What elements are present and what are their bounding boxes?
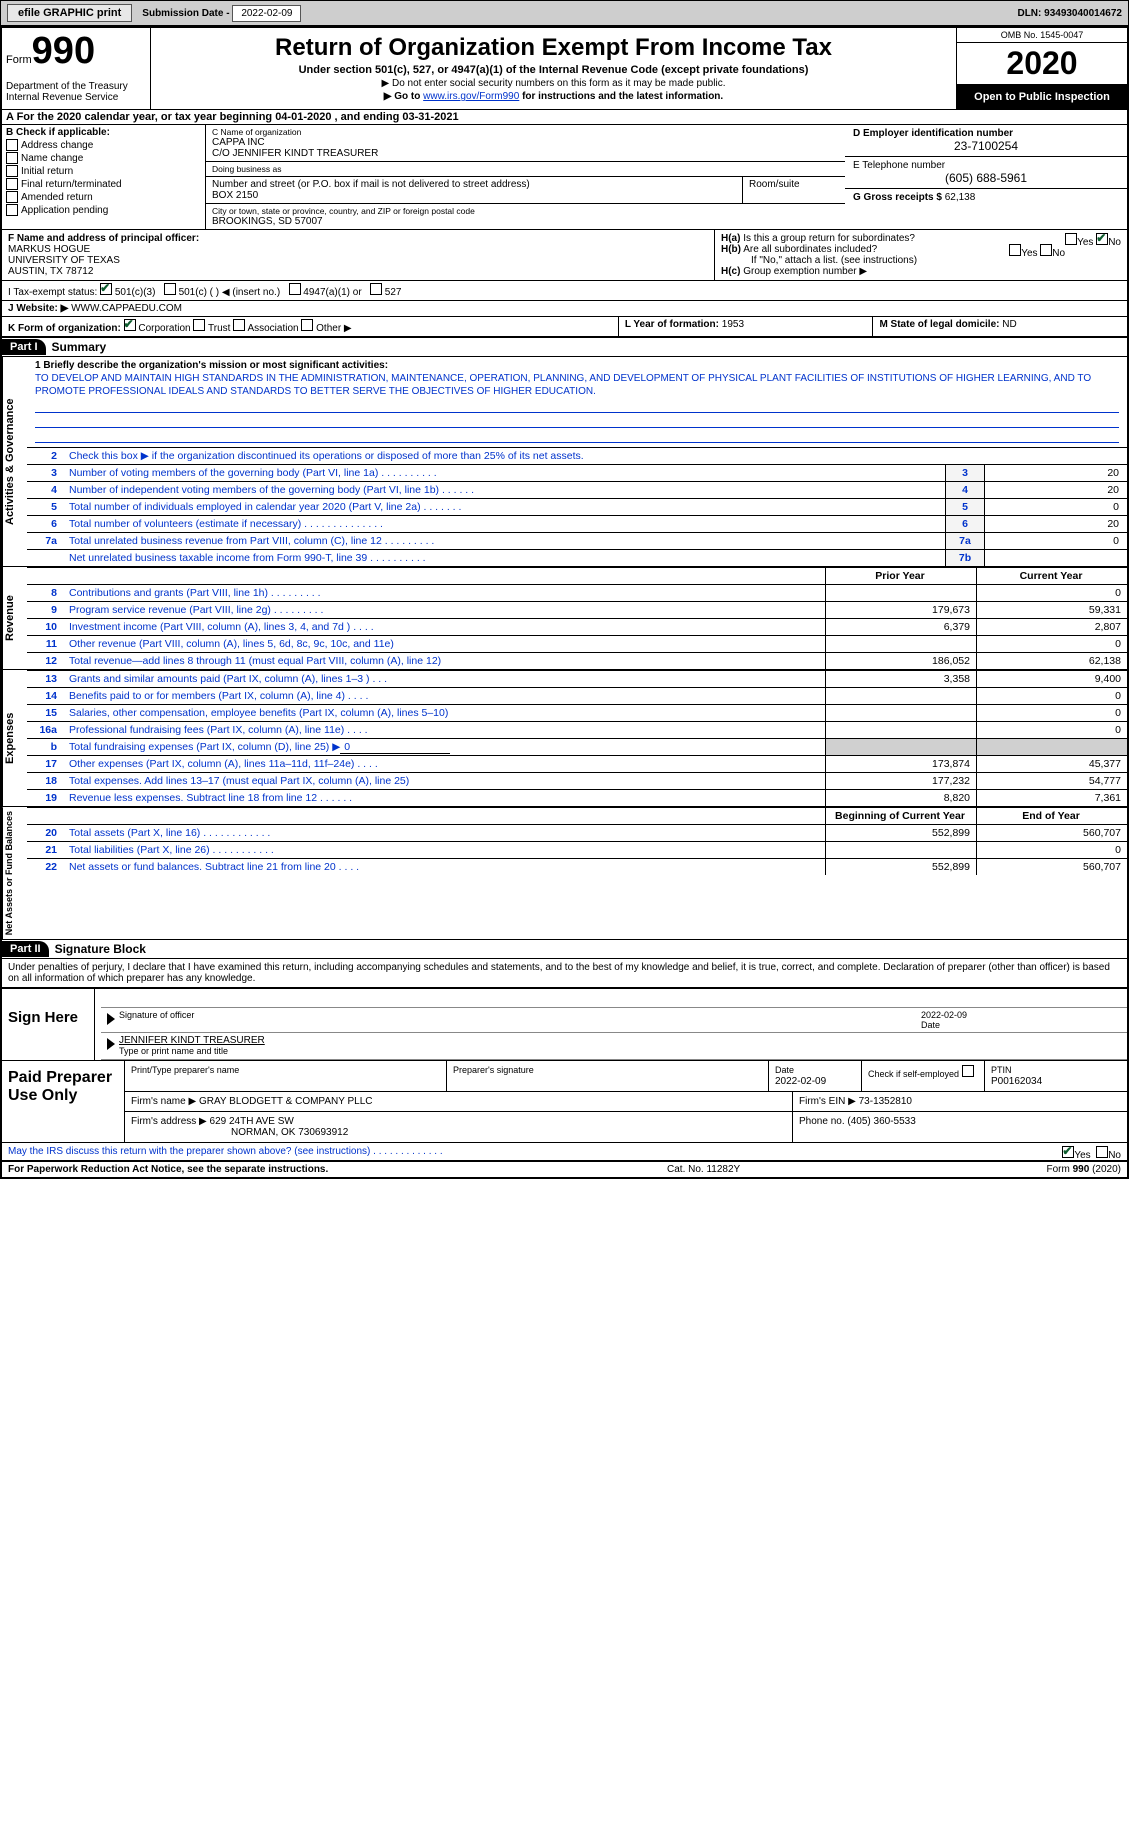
section-d-ein-tel: D Employer identification number23-71002…	[845, 125, 1127, 229]
governance-label: Activities & Governance	[2, 357, 27, 566]
omb-number: OMB No. 1545-0047	[957, 28, 1127, 43]
expenses-label: Expenses	[2, 670, 27, 806]
topbar: efile GRAPHIC print Submission Date - 20…	[0, 0, 1129, 26]
form-footer: For Paperwork Reduction Act Notice, see …	[2, 1162, 1127, 1177]
governance-table: 2Check this box ▶ if the organization di…	[27, 447, 1127, 566]
preparer-label: Paid Preparer Use Only	[2, 1061, 125, 1142]
amended-return-checkbox[interactable]	[6, 191, 18, 203]
tax-year: 2020	[957, 43, 1127, 85]
section-b-checkboxes: B Check if applicable: Address change Na…	[2, 125, 206, 229]
final-return-checkbox[interactable]	[6, 178, 18, 190]
mission-text: TO DEVELOP AND MAINTAIN HIGH STANDARDS I…	[35, 372, 1119, 398]
form-id-cell: Form990 Department of the Treasury Inter…	[2, 28, 151, 109]
527-checkbox[interactable]	[370, 283, 382, 295]
line-a-taxyear: A For the 2020 calendar year, or tax yea…	[2, 110, 1127, 125]
ha-no-checkbox[interactable]	[1096, 233, 1108, 245]
revenue-label: Revenue	[2, 567, 27, 669]
name-change-checkbox[interactable]	[6, 152, 18, 164]
form990-link[interactable]: www.irs.gov/Form990	[423, 91, 519, 102]
discuss-yes-checkbox[interactable]	[1062, 1146, 1074, 1158]
expenses-table: 13Grants and similar amounts paid (Part …	[27, 670, 1127, 806]
part-1-header: Part I	[2, 339, 46, 355]
discuss-no-checkbox[interactable]	[1096, 1146, 1108, 1158]
arrow-icon	[107, 1013, 115, 1025]
form-990-document: Form990 Department of the Treasury Inter…	[0, 26, 1129, 1179]
submission-date: Submission Date - 2022-02-09	[142, 8, 301, 19]
ha-yes-checkbox[interactable]	[1065, 233, 1077, 245]
self-employed-checkbox[interactable]	[962, 1065, 974, 1077]
hb-no-checkbox[interactable]	[1040, 244, 1052, 256]
501c3-checkbox[interactable]	[100, 283, 112, 295]
addr-change-checkbox[interactable]	[6, 139, 18, 151]
corp-checkbox[interactable]	[124, 319, 136, 331]
hb-yes-checkbox[interactable]	[1009, 244, 1021, 256]
section-c-org-info: C Name of organization CAPPA INC C/O JEN…	[206, 125, 845, 229]
form-title: Return of Organization Exempt From Incom…	[155, 34, 952, 62]
revenue-table: Prior YearCurrent Year 8Contributions an…	[27, 567, 1127, 669]
part-2-header: Part II	[2, 941, 49, 957]
dln: DLN: 93493040014672	[1017, 8, 1122, 19]
efile-print-button[interactable]: efile GRAPHIC print	[7, 4, 132, 22]
trust-checkbox[interactable]	[193, 319, 205, 331]
arrow-icon	[107, 1038, 115, 1050]
website: WWW.CAPPAEDU.COM	[71, 303, 182, 314]
open-public-badge: Open to Public Inspection	[957, 85, 1127, 109]
penalties-declaration: Under penalties of perjury, I declare th…	[2, 959, 1127, 988]
section-f-officer: F Name and address of principal officer:…	[2, 230, 715, 280]
netassets-label: Net Assets or Fund Balances	[2, 807, 27, 939]
4947-checkbox[interactable]	[289, 283, 301, 295]
application-pending-checkbox[interactable]	[6, 204, 18, 216]
assoc-checkbox[interactable]	[233, 319, 245, 331]
discuss-line: May the IRS discuss this return with the…	[2, 1143, 1127, 1162]
initial-return-checkbox[interactable]	[6, 165, 18, 177]
501c-checkbox[interactable]	[164, 283, 176, 295]
other-checkbox[interactable]	[301, 319, 313, 331]
sign-here-label: Sign Here	[2, 989, 94, 1060]
netassets-table: Beginning of Current YearEnd of Year 20T…	[27, 807, 1127, 875]
section-h-group: H(a) Is this a group return for subordin…	[715, 230, 1127, 280]
